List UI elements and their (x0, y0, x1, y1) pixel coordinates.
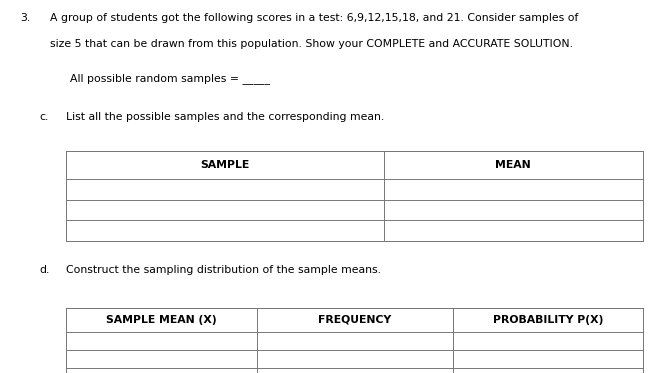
Bar (66, 151, 643, 241)
Text: size 5 that can be drawn from this population. Show your COMPLETE and ACCURATE S: size 5 that can be drawn from this popul… (50, 39, 573, 49)
Bar (66, 308, 643, 373)
Text: Construct the sampling distribution of the sample means.: Construct the sampling distribution of t… (66, 265, 381, 275)
Text: MEAN: MEAN (495, 160, 531, 170)
Text: A group of students got the following scores in a test: 6,9,12,15,18, and 21. Co: A group of students got the following sc… (50, 13, 578, 23)
Text: PROBABILITY P(X): PROBABILITY P(X) (493, 315, 603, 325)
Text: 3.: 3. (20, 13, 30, 23)
Text: SAMPLE MEAN (X): SAMPLE MEAN (X) (106, 315, 217, 325)
Text: List all the possible samples and the corresponding mean.: List all the possible samples and the co… (66, 112, 385, 122)
Text: c.: c. (40, 112, 49, 122)
Text: FREQUENCY: FREQUENCY (318, 315, 391, 325)
Text: All possible random samples = _____: All possible random samples = _____ (70, 73, 270, 84)
Text: d.: d. (40, 265, 50, 275)
Text: SAMPLE: SAMPLE (200, 160, 249, 170)
